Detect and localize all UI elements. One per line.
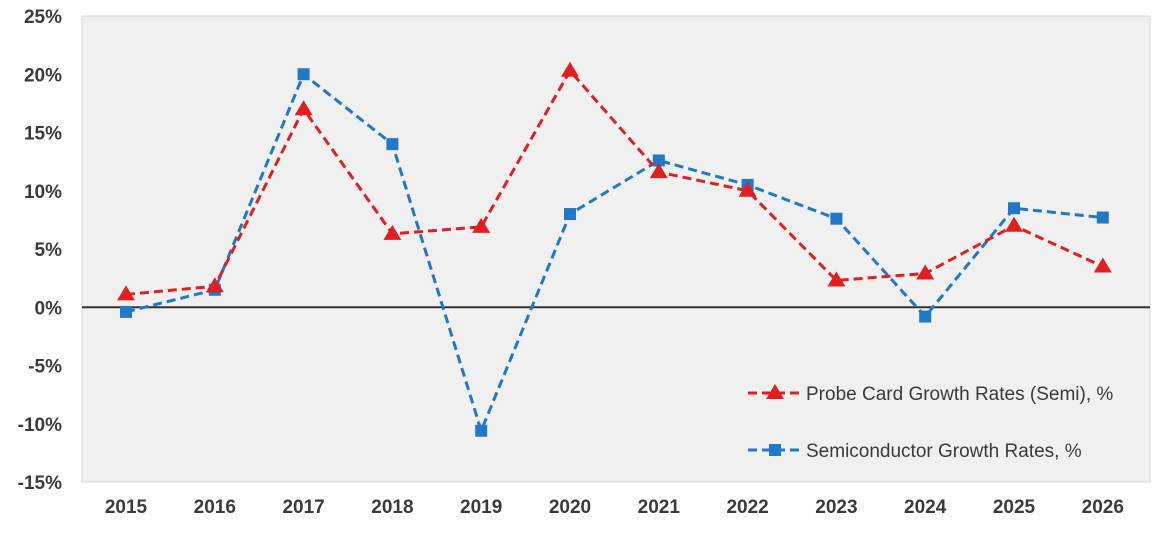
series-probe-card	[117, 61, 1112, 301]
data-point-square	[386, 138, 399, 151]
y-tick-label: 20%	[24, 65, 62, 86]
data-point-square	[652, 154, 665, 167]
y-axis-ticks: -15% -10% -5% 0% 5% 10% 15% 20% 25%	[18, 7, 62, 494]
x-axis-ticks: 2015 2016 2017 2018 2019 2020 2021 2022 2023 2024…	[105, 497, 1124, 518]
legend: Probe Card Growth Rates (Semi), % Semico…	[748, 384, 1113, 462]
data-point-triangle	[205, 277, 224, 293]
data-point-square	[120, 305, 132, 318]
y-tick-label: -15%	[18, 473, 62, 494]
x-tick-label: 2018	[371, 497, 413, 518]
data-point-triangle	[1093, 257, 1112, 273]
series-layer	[117, 61, 1112, 437]
y-tick-label: 25%	[24, 7, 62, 28]
y-tick-label: 15%	[24, 124, 62, 145]
data-point-triangle	[738, 181, 757, 197]
legend-item-semiconductor: Semiconductor Growth Rates, %	[748, 441, 1082, 462]
data-point-square	[564, 208, 576, 221]
plot-area	[81, 15, 1151, 483]
data-point-square	[475, 424, 488, 437]
x-tick-label: 2025	[993, 497, 1036, 518]
data-point-triangle	[1005, 216, 1023, 232]
y-tick-label: 10%	[24, 182, 62, 203]
x-tick-label: 2019	[460, 497, 502, 518]
x-tick-label: 2015	[105, 497, 148, 518]
data-point-square	[1096, 211, 1109, 224]
data-point-triangle	[827, 271, 846, 287]
data-point-square	[1008, 202, 1020, 215]
data-point-triangle	[117, 285, 135, 301]
legend-label-probe-card: Probe Card Growth Rates (Semi), %	[806, 384, 1113, 405]
data-point-triangle	[561, 61, 579, 77]
data-point-triangle	[649, 163, 668, 179]
x-tick-label: 2024	[904, 497, 947, 518]
y-tick-label: 5%	[35, 240, 63, 261]
series-line	[125, 68, 1104, 296]
x-tick-label: 2016	[194, 497, 236, 518]
legend-marker-triangle	[766, 384, 784, 399]
legend-item-probe-card: Probe Card Growth Rates (Semi), %	[748, 384, 1113, 405]
x-tick-label: 2017	[282, 497, 324, 518]
data-point-triangle	[472, 217, 491, 233]
data-point-triangle	[916, 264, 935, 280]
data-point-triangle	[383, 224, 402, 240]
y-tick-label: 0%	[35, 298, 63, 319]
legend-label-semiconductor: Semiconductor Growth Rates, %	[806, 441, 1082, 462]
x-tick-label: 2026	[1082, 497, 1124, 518]
series-line	[125, 71, 1103, 436]
data-point-square	[919, 310, 932, 323]
x-tick-label: 2021	[638, 497, 681, 518]
data-point-triangle	[294, 100, 313, 116]
legend-marker-square	[769, 444, 781, 456]
y-tick-label: -10%	[18, 415, 62, 436]
x-tick-label: 2022	[726, 497, 768, 518]
y-tick-label: -5%	[28, 357, 62, 378]
x-tick-label: 2020	[549, 497, 591, 518]
x-tick-label: 2023	[815, 497, 857, 518]
data-point-square	[830, 212, 843, 225]
data-point-square	[297, 68, 310, 81]
